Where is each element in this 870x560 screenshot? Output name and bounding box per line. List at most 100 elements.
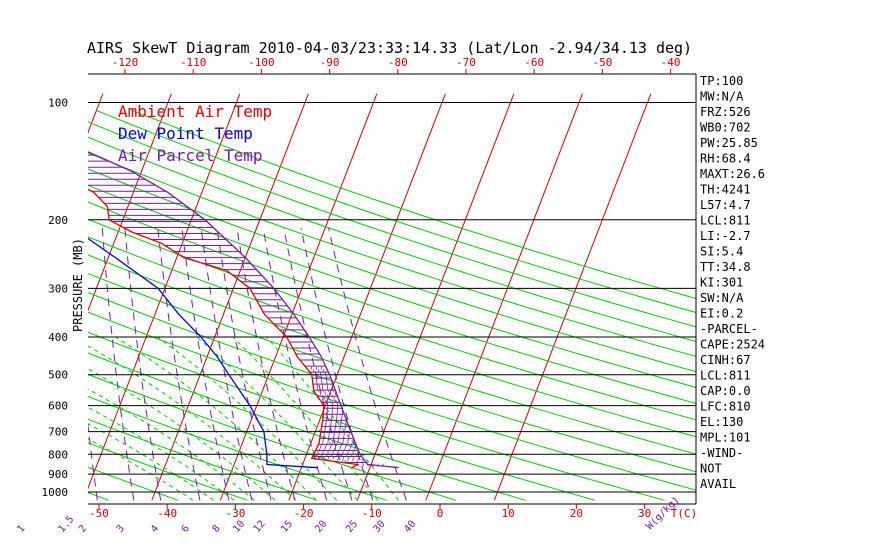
index-item: MW:N/A <box>700 90 744 104</box>
mixing-ratio-label: 1 <box>15 523 27 535</box>
mixing-ratio-label: 2 <box>77 523 89 535</box>
mixing-ratio-label: 30 <box>371 519 387 535</box>
mixing-ratio-line <box>124 227 162 501</box>
series-line-2 <box>88 151 399 469</box>
dry-adiabat-line <box>88 418 318 501</box>
moist-adiabat-line <box>88 438 194 501</box>
top-tick-label: -120 <box>112 56 139 69</box>
pressure-tick-label: 400 <box>48 331 68 344</box>
top-tick-label: -110 <box>180 56 207 69</box>
pressure-tick-label: 200 <box>48 214 68 227</box>
dry-adiabat-line <box>0 111 39 501</box>
legend-item: Ambient Air Temp <box>118 102 272 121</box>
mixing-ratio-label: 25 <box>344 519 360 535</box>
moist-adiabat-line <box>196 336 358 501</box>
mixing-ratio-line <box>22 228 39 500</box>
dry-adiabat-line <box>88 395 387 501</box>
index-item: LI:-2.7 <box>700 229 751 243</box>
mixing-ratio-line <box>300 227 374 501</box>
axes: -120 -110 -100 -90 -80 -70 -60 -50 -40-50 -40 -30-… <box>15 56 697 535</box>
top-tick-label: -70 <box>456 56 476 69</box>
top-tick-label: -90 <box>320 56 340 69</box>
legend-item: Air Parcel Temp <box>118 146 263 165</box>
dry-adiabat-line <box>88 168 696 373</box>
isotherm-line <box>88 93 104 134</box>
index-item: LCL:811 <box>700 214 751 228</box>
mixing-ratio-label: 10 <box>231 519 247 535</box>
dry-adiabat-line <box>96 110 696 314</box>
mixing-ratio-line <box>216 227 272 501</box>
series-line-0 <box>88 188 360 469</box>
moist-adiabat-line <box>88 345 297 501</box>
index-item: EI:0.2 <box>700 307 743 321</box>
index-item: EL:130 <box>700 415 743 429</box>
index-item: LCL:811 <box>700 369 751 383</box>
moist-adiabat-line <box>88 423 214 501</box>
mixing-ratio-line <box>181 227 230 501</box>
dry-adiabat-line <box>88 236 696 438</box>
bottom-tick-label: -30 <box>225 507 245 520</box>
mixing-ratio-label: 15 <box>279 519 295 535</box>
index-item: SI:5.4 <box>700 245 743 259</box>
index-item: TH:4241 <box>700 183 751 197</box>
isotherm-line <box>493 93 652 501</box>
pressure-tick-label: 600 <box>48 400 68 413</box>
index-item: FRZ:526 <box>700 105 751 119</box>
index-item: CAP:0.0 <box>700 384 751 398</box>
moist-adiabat-line <box>88 388 255 501</box>
index-item: CAPE:2524 <box>700 338 765 352</box>
index-item: CINH:67 <box>700 353 751 367</box>
cape-hatching <box>88 154 384 467</box>
index-item: L57:4.7 <box>700 198 751 212</box>
dry-adiabat-line <box>88 466 179 501</box>
isotherm-line <box>288 93 446 501</box>
moist-adiabat-line <box>88 406 235 501</box>
dry-adiabat-line <box>88 373 457 501</box>
isotherm-line <box>0 94 34 500</box>
mixing-ratio-label: 4 <box>149 523 161 535</box>
isotherm-line <box>356 93 515 501</box>
mixing-ratio-line <box>236 227 296 501</box>
moist-adiabat-line <box>115 336 317 501</box>
index-item: -WIND- <box>700 446 743 460</box>
isotherm-line <box>151 93 309 501</box>
y-axis-label: PRESSURE (MB) <box>71 238 85 332</box>
series-line-1 <box>88 237 318 469</box>
top-tick-label: -100 <box>248 56 275 69</box>
index-item: MPL:101 <box>700 431 751 445</box>
top-tick-label: -60 <box>524 56 544 69</box>
dry-adiabat-line <box>88 272 696 473</box>
bottom-tick-label: 10 <box>502 507 515 520</box>
dry-adiabat-line <box>88 136 696 343</box>
top-tick-label: -40 <box>661 56 681 69</box>
dry-adiabat-line <box>88 492 109 501</box>
dry-adiabat-line <box>88 254 696 455</box>
legend: Ambient Air Temp Dew Point Temp Air Parcel… <box>118 102 272 165</box>
top-tick-label: -50 <box>592 56 612 69</box>
mixing-ratio-label: 20 <box>313 519 329 535</box>
dry-adiabat-line <box>132 110 696 300</box>
legend-item: Dew Point Temp <box>118 124 253 143</box>
bottom-tick-label: -10 <box>362 507 382 520</box>
index-item: TP:100 <box>700 74 743 88</box>
moist-adiabat-line <box>232 336 379 501</box>
pressure-tick-label: 300 <box>48 282 68 295</box>
index-item: LFC:810 <box>700 400 751 414</box>
isotherm-line <box>88 93 241 490</box>
pressure-tick-label: 800 <box>48 448 68 461</box>
index-item: WB0:702 <box>700 121 751 135</box>
mixing-ratio-line <box>262 227 328 501</box>
index-item: MAXT:26.6 <box>700 167 765 181</box>
index-item: RH:68.4 <box>700 152 751 166</box>
dry-adiabat-line <box>88 121 696 328</box>
top-tick-label: -80 <box>388 56 408 69</box>
dry-adiabat-line <box>88 311 665 501</box>
bottom-tick-label: 0 <box>437 507 444 520</box>
isotherm-line <box>88 93 172 312</box>
index-item: SW:N/A <box>700 291 744 305</box>
mixing-ratio-label: 8 <box>211 523 223 535</box>
mixing-ratio-line <box>200 227 253 501</box>
index-item: -PARCEL- <box>700 322 758 336</box>
